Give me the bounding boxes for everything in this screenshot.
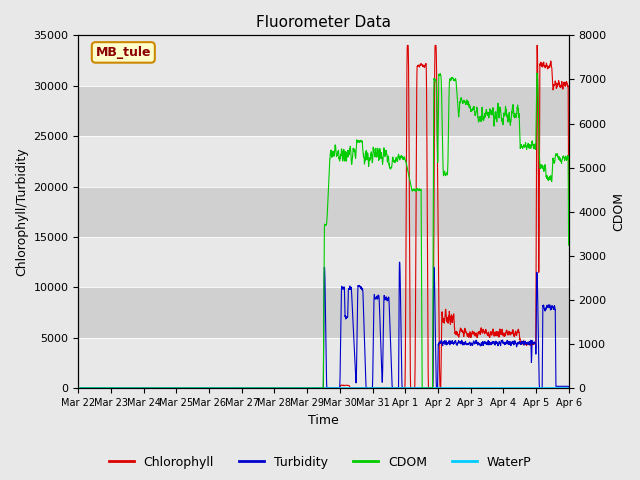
Title: Fluorometer Data: Fluorometer Data — [256, 15, 391, 30]
Bar — [79, 288, 568, 338]
Bar — [79, 187, 568, 237]
Bar — [79, 86, 568, 136]
Legend: Chlorophyll, Turbidity, CDOM, WaterP: Chlorophyll, Turbidity, CDOM, WaterP — [104, 451, 536, 474]
X-axis label: Time: Time — [308, 414, 339, 427]
Y-axis label: Chlorophyll/Turbidity: Chlorophyll/Turbidity — [15, 147, 28, 276]
Bar — [79, 136, 568, 187]
Bar — [79, 36, 568, 86]
Y-axis label: CDOM: CDOM — [612, 192, 625, 231]
Bar — [79, 237, 568, 288]
Text: MB_tule: MB_tule — [95, 46, 151, 59]
Bar — [79, 338, 568, 388]
